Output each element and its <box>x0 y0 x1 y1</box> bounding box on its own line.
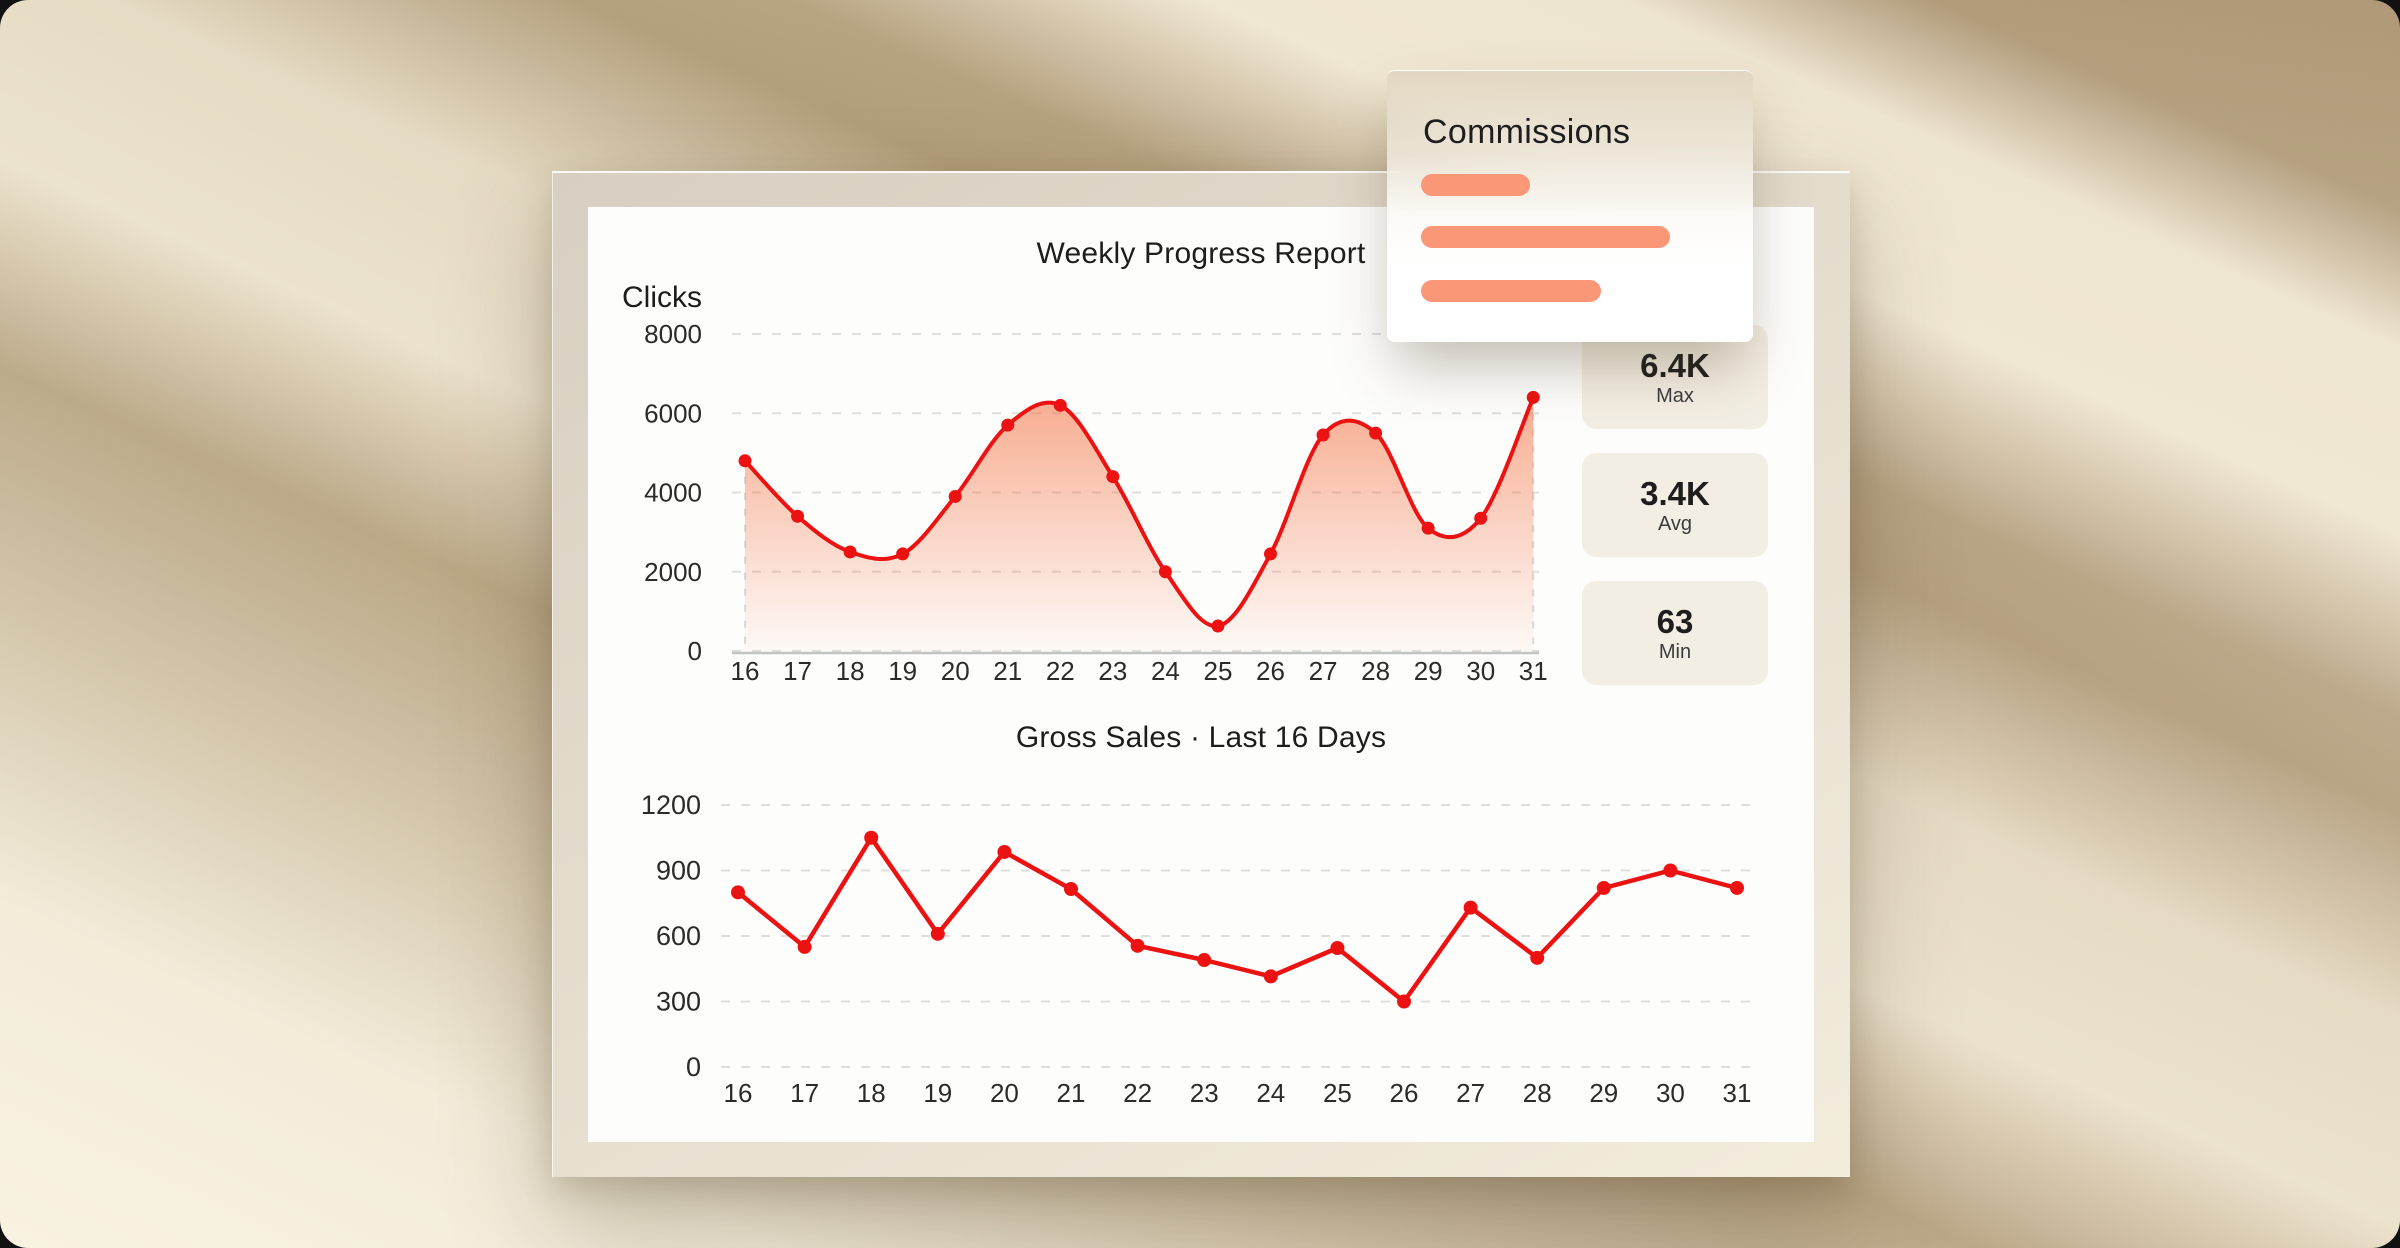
data-point-27 <box>1316 428 1330 442</box>
commissions-card: Commissions <box>1387 70 1753 342</box>
data-point-17 <box>791 509 805 523</box>
x-tick-26: 26 <box>1256 656 1285 686</box>
y-tick-6000: 6000 <box>644 398 702 428</box>
y-tick-2000: 2000 <box>644 557 702 587</box>
x-tick-23: 23 <box>1098 656 1127 686</box>
x-tick-31: 31 <box>1519 656 1548 686</box>
y-tick-8000: 8000 <box>644 319 702 349</box>
x-tick-23: 23 <box>1190 1078 1219 1108</box>
x-tick-29: 29 <box>1589 1078 1618 1108</box>
x-tick-31: 31 <box>1723 1078 1752 1108</box>
data-point-19 <box>896 547 910 561</box>
data-point-16 <box>738 454 752 468</box>
skeleton-long-bar <box>1421 226 1670 248</box>
y-tick-600: 600 <box>656 921 701 951</box>
data-point-21 <box>1001 418 1015 432</box>
x-tick-18: 18 <box>857 1078 886 1108</box>
x-tick-21: 21 <box>1057 1078 1086 1108</box>
data-point-25 <box>1211 619 1225 633</box>
data-point-22 <box>1130 938 1145 953</box>
y-tick-1200: 1200 <box>641 790 701 820</box>
x-tick-20: 20 <box>990 1078 1019 1108</box>
y-tick-0: 0 <box>688 636 702 666</box>
data-point-30 <box>1663 863 1678 878</box>
x-tick-19: 19 <box>888 656 917 686</box>
clicks-area-chart: 0 2000 4000 6000 8000 Clicks 16 17 18 19 20 21 22 23 2… <box>622 281 1548 686</box>
data-point-28 <box>1369 426 1383 440</box>
stat-card-min: 63 Min <box>1582 581 1768 685</box>
x-tick-30: 30 <box>1466 656 1495 686</box>
x-tick-16: 16 <box>731 656 760 686</box>
y-tick-4000: 4000 <box>644 478 702 508</box>
y-tick-300: 300 <box>656 987 701 1017</box>
y-axis-title: Clicks <box>622 281 702 314</box>
gross-sales-chart-title: Gross Sales · Last 16 Days <box>1015 721 1387 754</box>
x-tick-24: 24 <box>1256 1078 1285 1108</box>
series-line <box>743 395 1536 629</box>
data-point-29 <box>1596 880 1611 895</box>
x-tick-28: 28 <box>1361 656 1390 686</box>
data-point-17 <box>797 939 812 954</box>
stat-value-min: 63 <box>1656 602 1694 640</box>
data-point-22 <box>1053 398 1067 412</box>
data-point-16 <box>731 885 745 900</box>
data-point-29 <box>1421 521 1435 535</box>
x-tick-27: 27 <box>1456 1078 1485 1108</box>
data-point-21 <box>1064 882 1078 897</box>
x-tick-17: 17 <box>783 656 812 686</box>
stat-label-max: Max <box>1656 384 1694 407</box>
x-tick-16: 16 <box>724 1078 753 1108</box>
x-tick-25: 25 <box>1323 1078 1352 1108</box>
skeleton-medium-bar <box>1421 280 1601 302</box>
data-point-24 <box>1263 969 1278 984</box>
dashboard-panel: Weekly Progress Report 0 2000 4000 6000 8000… <box>588 207 1814 1142</box>
x-tick-25: 25 <box>1203 656 1232 686</box>
stat-card-max: 6.4K Max <box>1582 325 1768 429</box>
y-tick-0: 0 <box>686 1052 701 1082</box>
x-tick-17: 17 <box>790 1078 819 1108</box>
x-tick-19: 19 <box>923 1078 952 1108</box>
x-tick-29: 29 <box>1414 656 1443 686</box>
data-point-20 <box>948 489 962 503</box>
data-point-26 <box>1397 994 1411 1009</box>
clicks-chart-title: Weekly Progress Report <box>1036 237 1366 270</box>
stat-card-avg: 3.4K Avg <box>1582 453 1768 557</box>
x-tick-22: 22 <box>1046 656 1075 686</box>
data-point-23 <box>1197 953 1212 968</box>
x-tick-27: 27 <box>1309 656 1338 686</box>
data-point-20 <box>997 844 1012 859</box>
data-point-26 <box>1264 547 1277 561</box>
series-line <box>735 835 1740 1004</box>
data-point-18 <box>864 830 879 845</box>
x-tick-18: 18 <box>836 656 865 686</box>
x-tick-28: 28 <box>1523 1078 1552 1108</box>
data-point-31 <box>1730 880 1744 895</box>
commissions-card-title: Commissions <box>1423 113 1631 151</box>
stat-label-avg: Avg <box>1657 512 1693 535</box>
data-point-30 <box>1474 511 1488 525</box>
x-tick-26: 26 <box>1390 1078 1419 1108</box>
gross-sales-line-chart: 0 300 600 900 1200 16 17 18 19 20 21 22 23 24 25 26 27 28… <box>641 790 1761 1108</box>
stat-label-min: Min <box>1658 640 1692 663</box>
x-tick-21: 21 <box>993 656 1022 686</box>
data-point-27 <box>1463 900 1478 915</box>
x-tick-20: 20 <box>941 656 970 686</box>
x-tick-30: 30 <box>1656 1078 1685 1108</box>
x-tick-22: 22 <box>1123 1078 1152 1108</box>
data-point-19 <box>930 926 945 941</box>
data-point-31 <box>1526 390 1540 404</box>
y-tick-900: 900 <box>656 856 701 886</box>
stat-value-max: 6.4K <box>1640 346 1710 384</box>
skeleton-short-bar <box>1421 174 1530 196</box>
data-point-28 <box>1530 950 1545 965</box>
stat-value-avg: 3.4K <box>1640 474 1710 512</box>
area-fill <box>745 397 1534 651</box>
data-point-18 <box>843 545 857 559</box>
data-point-25 <box>1330 941 1345 956</box>
x-tick-24: 24 <box>1151 656 1180 686</box>
data-point-24 <box>1158 565 1172 579</box>
data-point-23 <box>1106 470 1120 484</box>
